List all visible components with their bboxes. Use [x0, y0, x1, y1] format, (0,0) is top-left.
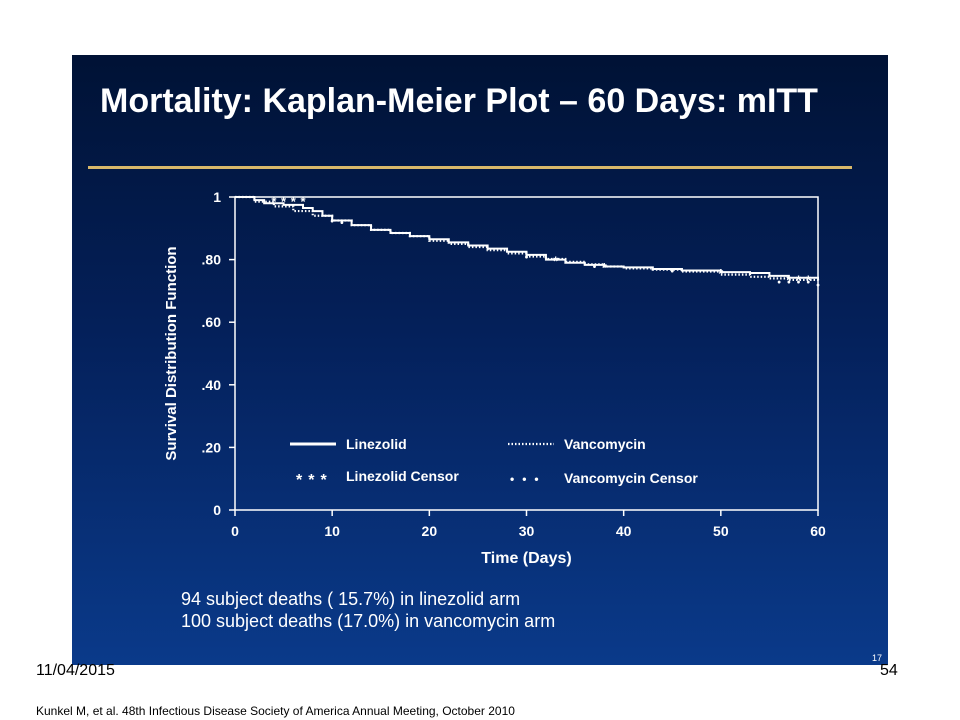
slide: Mortality: Kaplan-Meier Plot – 60 Days: … [72, 55, 888, 665]
linezolid-censor-marker: * [271, 194, 277, 209]
slide-title: Mortality: Kaplan-Meier Plot – 60 Days: … [100, 82, 818, 120]
linezolid-censor-marker: * [553, 254, 559, 269]
y-tick-label: 1 [213, 189, 221, 205]
linezolid-censor-marker: * [718, 266, 724, 281]
vancomycin-censor-marker: • [787, 278, 791, 289]
citation: Kunkel M, et al. 48th Infectious Disease… [36, 704, 515, 718]
y-tick-label: .20 [202, 439, 222, 455]
x-tick-label: 30 [519, 523, 535, 539]
footer-date: 11/04/2015 [36, 662, 115, 679]
vancomycin-censor-marker: • [807, 278, 811, 289]
y-tick-label: .80 [202, 252, 222, 268]
vancomycin-censor-marker: • [330, 216, 334, 227]
title-rule [88, 166, 852, 169]
y-tick-label: .40 [202, 377, 222, 393]
linezolid-censor-marker: * [806, 272, 812, 287]
vancomycin-censor-marker: • [593, 262, 597, 273]
linezolid-censor-marker: * [291, 194, 297, 209]
x-tick-label: 10 [324, 523, 340, 539]
footer-page-number: 54 [880, 662, 898, 679]
x-tick-label: 20 [422, 523, 438, 539]
summary-line-vancomycin: 100 subject deaths (17.0%) in vancomycin… [181, 611, 556, 631]
summary: 94 subject deaths ( 15.7%) in linezolid … [181, 588, 555, 632]
vancomycin-censor-marker: • [777, 278, 781, 289]
vancomycin-censor-marker: • [525, 252, 529, 263]
plot-frame [234, 196, 819, 511]
legend-label-linezolid: Linezolid [346, 436, 407, 452]
linezolid-censor-marker: * [602, 260, 608, 275]
linezolid-censor-marker: * [796, 272, 802, 287]
linezolid-censor-marker: * [281, 194, 287, 209]
vancomycin-censor-marker: • [670, 267, 674, 278]
x-tick-label: 60 [810, 523, 826, 539]
linezolid-censor-marker: * [786, 272, 792, 287]
y-tick-label: .60 [202, 314, 222, 330]
y-tick-label: 0 [213, 502, 221, 518]
series-line-linezolid [235, 196, 819, 280]
legend-label-vancomycin: Vancomycin [564, 436, 646, 452]
legend-label-linezolid-censor: Linezolid Censor [346, 468, 459, 484]
vancomycin-censor-marker: • [816, 281, 820, 292]
y-axis-label: Survival Distribution Function [163, 246, 180, 460]
x-tick-label: 40 [616, 523, 632, 539]
x-tick-label: 50 [713, 523, 729, 539]
km-chart: 0 10 20 30 40 50 60 0 .20 .40 .60 .80 1 Time (Days) Su… [163, 189, 826, 567]
x-tick-label: 0 [231, 523, 239, 539]
legend-swatch-linezolid-censor: *** [296, 472, 333, 489]
vancomycin-censor-marker: • [340, 218, 344, 229]
summary-line-linezolid: 94 subject deaths ( 15.7%) in linezolid … [181, 589, 521, 609]
vancomycin-censor-marker: • [797, 278, 801, 289]
legend-swatch-vancomycin-censor: ••• [510, 472, 547, 486]
slide-number: 17 [871, 653, 882, 663]
series-line-vancomycin [235, 195, 820, 283]
x-axis-label: Time (Days) [481, 550, 571, 567]
linezolid-censor-marker: * [300, 194, 306, 209]
legend-label-vancomycin-censor: Vancomycin Censor [564, 470, 698, 486]
